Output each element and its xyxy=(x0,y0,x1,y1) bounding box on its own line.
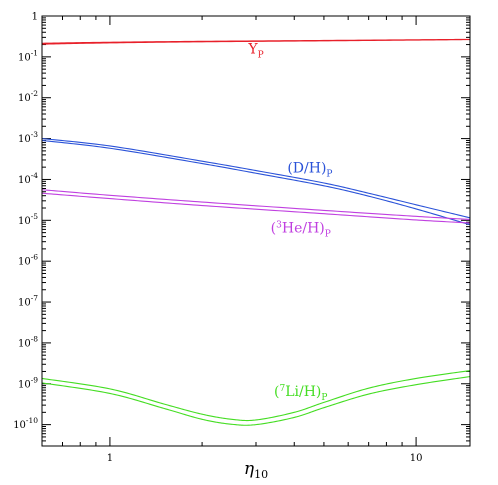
y-tick-label: 10-7 xyxy=(18,294,38,309)
series-labels: YP (D/H)P (3He/H)P (7Li/H)P xyxy=(247,42,332,403)
series-line-3-upper xyxy=(41,370,471,422)
series-line-2-lower xyxy=(41,192,471,224)
series-label-0: YP xyxy=(247,42,263,61)
y-tick-label: 10-9 xyxy=(18,375,38,390)
series-line-1-upper xyxy=(41,138,471,219)
y-tick-label: 10-8 xyxy=(18,334,38,349)
y-tick-label: 10-10 xyxy=(13,416,38,431)
y-tick-label: 10-1 xyxy=(18,48,38,63)
series-line-2-upper xyxy=(41,189,471,220)
plot-frame xyxy=(41,15,471,447)
y-tick-label: 1 xyxy=(32,12,38,23)
series-line-3-lower xyxy=(41,376,471,426)
x-axis-title: η10 xyxy=(244,459,268,481)
series-label-2: (3He/H)P xyxy=(271,221,331,240)
axis-ticks xyxy=(41,15,470,447)
y-tick-label: 10-6 xyxy=(18,253,38,268)
x-tick-label: 1 xyxy=(107,453,113,464)
y-tick-label: 10-5 xyxy=(18,212,38,227)
tick-labels: 1 10-1 10-2 10-3 10-4 10-5 10-6 10-7 10-8 10-9 10-… xyxy=(13,12,422,465)
series-lines xyxy=(41,38,471,426)
series-label-3: (7Li/H)P xyxy=(274,384,327,403)
y-tick-label: 10-2 xyxy=(18,89,38,104)
y-tick-label: 10-4 xyxy=(18,171,38,186)
series-label-1: (D/H)P xyxy=(287,160,332,179)
y-tick-label: 10-3 xyxy=(18,130,38,145)
x-tick-label: 10 xyxy=(410,453,423,464)
series-line-0-lower xyxy=(41,39,471,45)
series-line-1-lower xyxy=(41,139,471,226)
